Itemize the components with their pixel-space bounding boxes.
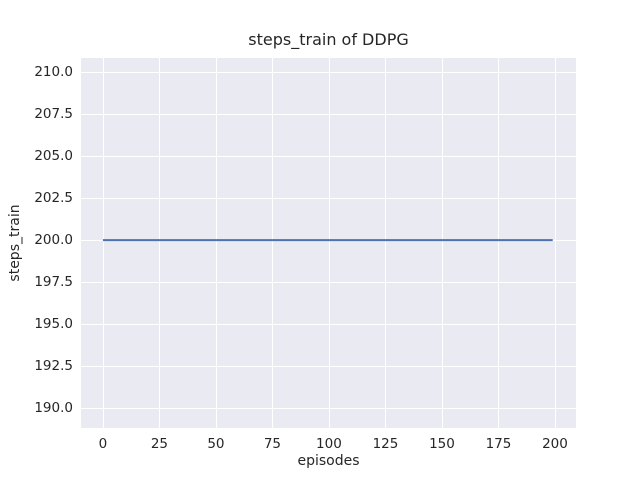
x-tick-label: 25 <box>150 436 169 452</box>
y-tick-label: 192.5 <box>34 357 73 374</box>
plot-area <box>81 58 576 428</box>
x-tick-label: 0 <box>98 436 108 452</box>
y-tick-label: 190.0 <box>34 399 73 416</box>
x-tick-label: 200 <box>542 436 568 452</box>
x-tick-label: 100 <box>316 436 342 452</box>
y-tick-label: 205.0 <box>34 148 73 165</box>
y-tick-label: 195.0 <box>34 315 73 332</box>
x-axis-label: episodes <box>297 453 360 469</box>
chart-title: steps_train of DDPG <box>248 30 409 49</box>
plot-canvas <box>81 58 576 428</box>
x-tick-label: 125 <box>372 436 399 452</box>
x-tick-label: 175 <box>485 436 512 452</box>
x-tick-label: 75 <box>263 436 282 452</box>
y-tick-label: 207.5 <box>34 106 73 123</box>
y-tick-label: 197.5 <box>34 274 73 290</box>
y-tick-label: 202.5 <box>34 190 73 207</box>
y-tick-label: 210.0 <box>34 64 73 81</box>
x-tick-label: 150 <box>429 436 455 452</box>
y-tick-label: 200.0 <box>34 232 73 249</box>
x-tick-label: 50 <box>207 436 225 452</box>
